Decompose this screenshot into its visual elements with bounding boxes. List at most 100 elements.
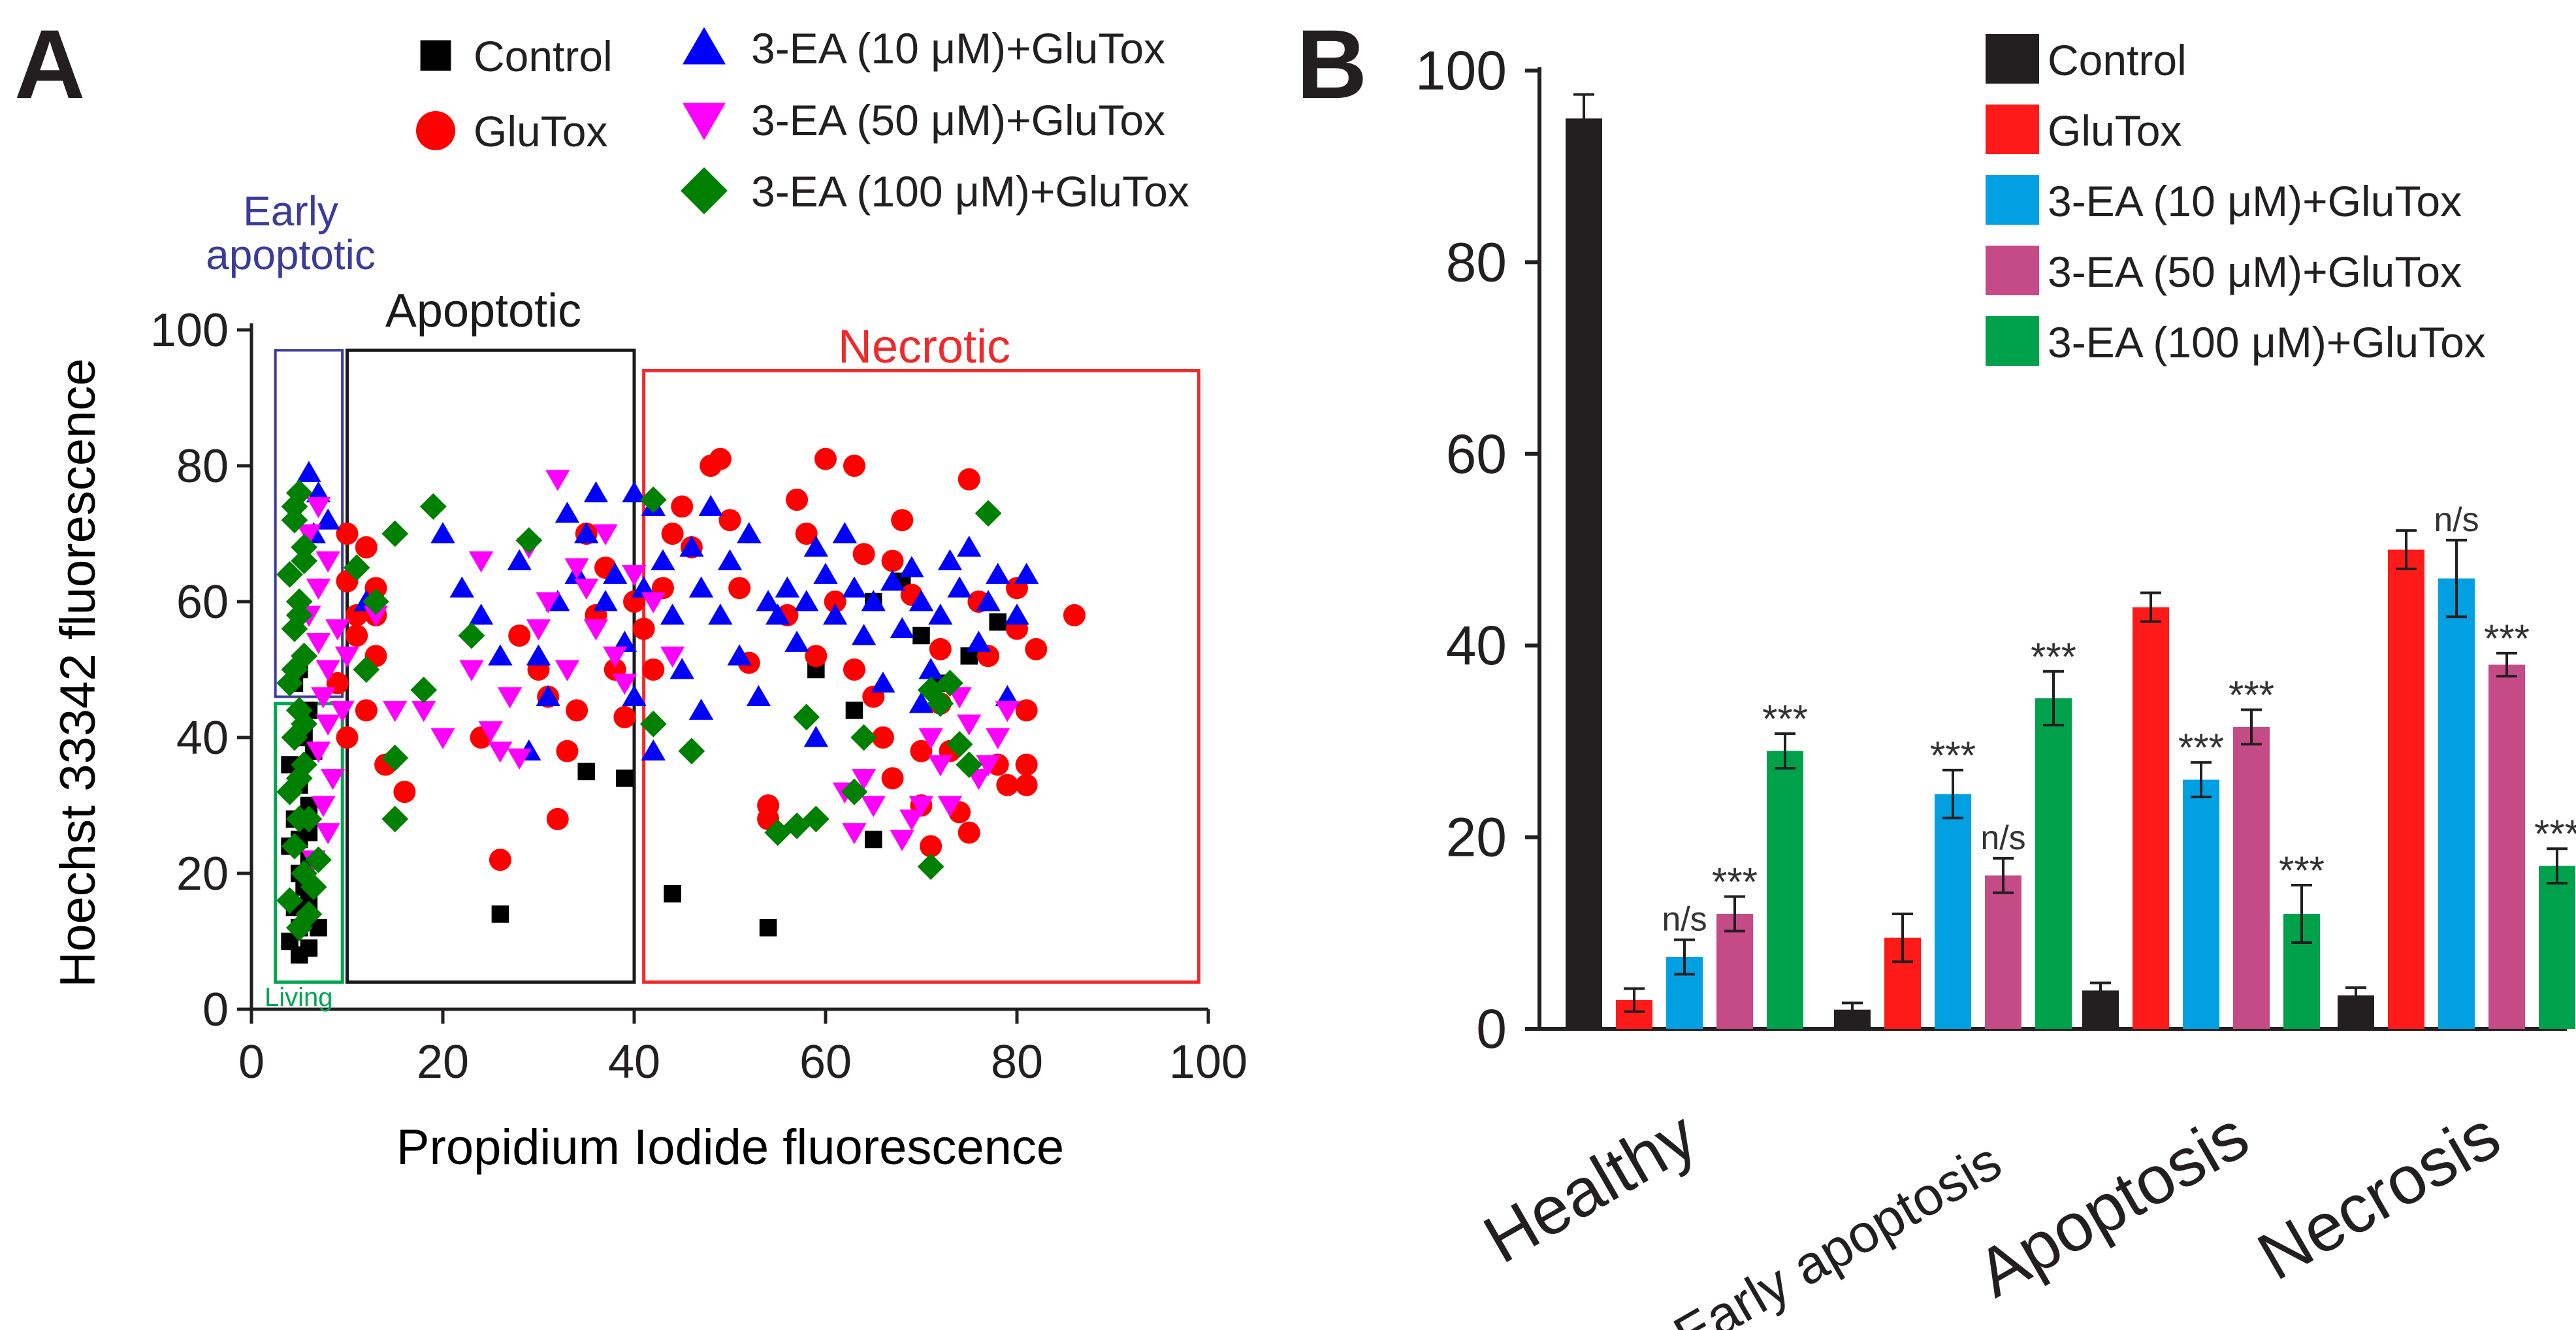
scatter-point (641, 739, 666, 761)
scatter-point (593, 524, 618, 545)
scatter-point (285, 697, 313, 724)
scatter-point (410, 676, 438, 704)
scatter-point (995, 700, 1020, 722)
scatter-point (881, 767, 904, 790)
scatter-point (363, 606, 389, 627)
scatter-point (957, 714, 982, 736)
bar (1767, 751, 1803, 1029)
legend-label: 3-EA (10 μM)+GluTox (2048, 177, 2462, 225)
scatter-point (727, 644, 752, 666)
scatter-point (958, 821, 980, 844)
significance-label: *** (1930, 734, 1976, 777)
scatter-point (814, 447, 837, 470)
gate-box (274, 349, 344, 698)
bar (1985, 875, 2021, 1029)
legend-marker (420, 40, 451, 71)
legend-marker (683, 103, 726, 140)
scatter-point (803, 726, 829, 747)
scatter-point (679, 535, 704, 557)
bar (2233, 726, 2270, 1029)
scatter-point (603, 562, 628, 584)
scatter-point (489, 849, 511, 871)
bar-y-tick-label: 20 (1446, 807, 1507, 868)
scatter-point (507, 549, 532, 571)
scatter-point (546, 807, 569, 830)
scatter-point (612, 673, 637, 695)
scatter-point (728, 577, 751, 600)
scatter-point (822, 603, 848, 625)
bar (2539, 866, 2575, 1029)
scatter-point (642, 658, 665, 681)
scatter-point (381, 805, 409, 833)
scatter-point (315, 508, 340, 530)
scatter-point (290, 946, 308, 964)
scatter-point (765, 603, 790, 625)
significance-label: *** (1712, 860, 1758, 904)
scatter-point (880, 569, 905, 591)
scatter-point (616, 770, 634, 787)
scatter-point (910, 739, 933, 762)
gate-label: Early apoptotic (206, 187, 376, 278)
scatter-point (311, 796, 336, 817)
scatter-x-tick-label: 40 (608, 1036, 660, 1088)
scatter-point (996, 773, 1019, 796)
legend-label: Control (2048, 36, 2187, 84)
scatter-point (1014, 562, 1039, 584)
scatter-point (566, 699, 588, 722)
scatter-point (918, 658, 943, 679)
scatter-point (805, 645, 828, 668)
scatter-point (671, 495, 694, 518)
scatter-point (861, 796, 886, 817)
scatter-point (545, 470, 570, 491)
scatter-point (986, 728, 1010, 749)
bar-y-tick-label: 40 (1446, 615, 1507, 676)
legend-marker (681, 167, 728, 214)
bar (1716, 913, 1753, 1029)
bar (1935, 794, 1971, 1029)
scatter-point (737, 522, 762, 543)
scatter-point (871, 671, 895, 693)
significance-label: n/s (2434, 501, 2479, 539)
scatter-point (603, 646, 628, 668)
scatter-point (281, 833, 308, 860)
scatter-point (660, 646, 685, 668)
scatter-point (639, 486, 667, 513)
scatter-point (639, 710, 667, 738)
scatter-point (574, 578, 599, 600)
legend-label: GluTox (2048, 106, 2182, 155)
scatter-point (917, 676, 944, 704)
scatter-point (343, 554, 370, 581)
scatter-point (508, 624, 531, 647)
scatter-point (1025, 638, 1048, 660)
scatter-point (843, 658, 865, 681)
scatter-point (430, 728, 455, 749)
significance-label: *** (2534, 812, 2576, 856)
scatter-point (843, 455, 865, 477)
scatter-point (330, 700, 355, 722)
scatter-point (478, 721, 503, 743)
scatter-point (276, 670, 303, 697)
bar-y-tick-label: 0 (1476, 998, 1507, 1060)
scatter-point (291, 534, 317, 561)
legend-swatch (1986, 316, 2039, 366)
bar-category-label: Early apoptosis (1664, 1131, 2011, 1330)
scatter-point (383, 700, 408, 722)
scatter-point (583, 481, 609, 503)
bar (2183, 779, 2219, 1029)
scatter-point (295, 901, 323, 928)
scatter-point (917, 853, 944, 880)
scatter-point (928, 755, 953, 777)
scatter-point (311, 687, 336, 709)
scatter-point (526, 644, 551, 666)
scatter-point (927, 690, 954, 717)
scatter-point (641, 592, 666, 613)
scatter-point (909, 692, 934, 713)
gate-label: Apoptotic (385, 285, 581, 337)
scatter-point (593, 590, 618, 611)
scatter-point (912, 626, 930, 645)
scatter-point (709, 447, 732, 470)
scatter-point (306, 578, 331, 600)
scatter-point (315, 823, 340, 845)
scatter-point (300, 873, 327, 901)
